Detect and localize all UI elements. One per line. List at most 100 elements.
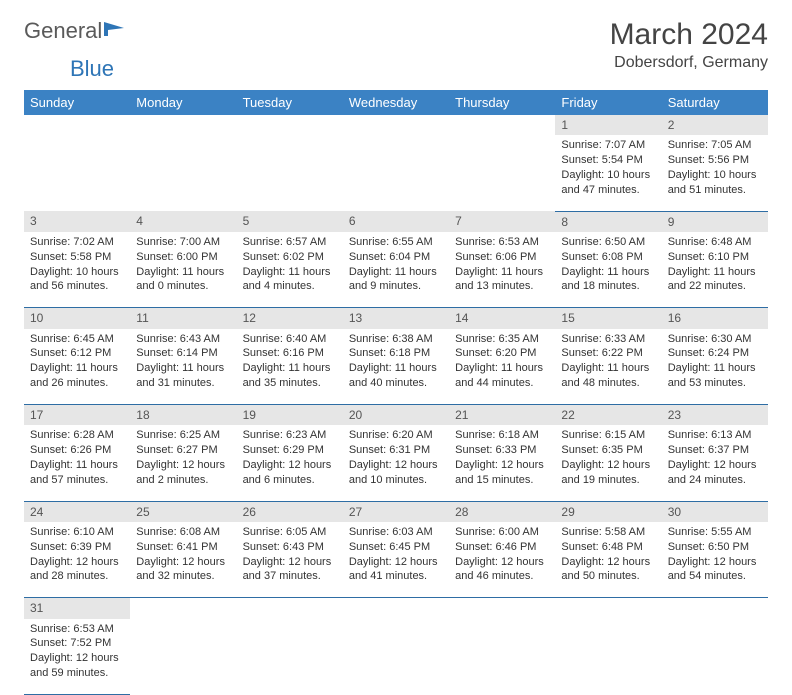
sunrise-text: Sunrise: 5:55 AM: [668, 525, 762, 540]
sunrise-text: Sunrise: 6:38 AM: [349, 332, 443, 347]
sunrise-text: Sunrise: 6:35 AM: [455, 332, 549, 347]
day-number-cell: 25: [130, 501, 236, 522]
sunrise-text: Sunrise: 5:58 AM: [561, 525, 655, 540]
daylight-text: and 40 minutes.: [349, 376, 443, 391]
sunset-text: Sunset: 6:14 PM: [136, 346, 230, 361]
calendar-day-cell: Sunrise: 6:08 AMSunset: 6:41 PMDaylight:…: [130, 522, 236, 598]
sunrise-text: Sunrise: 6:15 AM: [561, 428, 655, 443]
sunrise-text: Sunrise: 6:57 AM: [243, 235, 337, 250]
daylight-text: and 6 minutes.: [243, 473, 337, 488]
calendar-day-cell: Sunrise: 6:30 AMSunset: 6:24 PMDaylight:…: [662, 329, 768, 405]
sunset-text: Sunset: 6:27 PM: [136, 443, 230, 458]
calendar-day-cell: [343, 619, 449, 695]
day-number-cell: 13: [343, 308, 449, 329]
sunset-text: Sunset: 6:26 PM: [30, 443, 124, 458]
calendar-day-cell: Sunrise: 6:53 AMSunset: 7:52 PMDaylight:…: [24, 619, 130, 695]
sunrise-text: Sunrise: 6:08 AM: [136, 525, 230, 540]
weekday-header: Tuesday: [237, 90, 343, 115]
day-number-cell: 5: [237, 211, 343, 232]
daylight-text: and 2 minutes.: [136, 473, 230, 488]
calendar-week-row: Sunrise: 6:45 AMSunset: 6:12 PMDaylight:…: [24, 329, 768, 405]
sunrise-text: Sunrise: 6:48 AM: [668, 235, 762, 250]
sunset-text: Sunset: 6:24 PM: [668, 346, 762, 361]
weekday-header: Monday: [130, 90, 236, 115]
sunset-text: Sunset: 7:52 PM: [30, 636, 124, 651]
day-number-cell: 9: [662, 211, 768, 232]
day-number-cell: [662, 598, 768, 619]
day-number-row: 3456789: [24, 211, 768, 232]
calendar-day-cell: [24, 135, 130, 211]
sunset-text: Sunset: 6:35 PM: [561, 443, 655, 458]
calendar-day-cell: Sunrise: 7:02 AMSunset: 5:58 PMDaylight:…: [24, 232, 130, 308]
calendar-day-cell: Sunrise: 5:58 AMSunset: 6:48 PMDaylight:…: [555, 522, 661, 598]
sunrise-text: Sunrise: 6:55 AM: [349, 235, 443, 250]
day-number-cell: [449, 598, 555, 619]
daylight-text: Daylight: 11 hours: [136, 361, 230, 376]
daylight-text: and 0 minutes.: [136, 279, 230, 294]
calendar-day-cell: [449, 135, 555, 211]
daylight-text: and 56 minutes.: [30, 279, 124, 294]
daylight-text: Daylight: 11 hours: [349, 361, 443, 376]
calendar-day-cell: Sunrise: 6:23 AMSunset: 6:29 PMDaylight:…: [237, 425, 343, 501]
daylight-text: Daylight: 11 hours: [30, 361, 124, 376]
daylight-text: Daylight: 11 hours: [561, 361, 655, 376]
title-block: March 2024 Dobersdorf, Germany: [610, 18, 768, 72]
daylight-text: Daylight: 12 hours: [561, 458, 655, 473]
calendar-week-row: Sunrise: 6:28 AMSunset: 6:26 PMDaylight:…: [24, 425, 768, 501]
sunset-text: Sunset: 6:10 PM: [668, 250, 762, 265]
calendar-day-cell: Sunrise: 6:40 AMSunset: 6:16 PMDaylight:…: [237, 329, 343, 405]
day-number-cell: 16: [662, 308, 768, 329]
brand-logo: General: [24, 18, 127, 44]
day-number-cell: 15: [555, 308, 661, 329]
weekday-header: Wednesday: [343, 90, 449, 115]
sunrise-text: Sunrise: 6:30 AM: [668, 332, 762, 347]
sunset-text: Sunset: 6:43 PM: [243, 540, 337, 555]
calendar-day-cell: Sunrise: 6:00 AMSunset: 6:46 PMDaylight:…: [449, 522, 555, 598]
day-number-row: 31: [24, 598, 768, 619]
day-number-cell: 18: [130, 405, 236, 426]
sunset-text: Sunset: 6:37 PM: [668, 443, 762, 458]
brand-part2: Blue: [70, 56, 114, 81]
calendar-day-cell: [130, 135, 236, 211]
daylight-text: and 24 minutes.: [668, 473, 762, 488]
sunrise-text: Sunrise: 7:05 AM: [668, 138, 762, 153]
calendar-day-cell: [237, 135, 343, 211]
sunrise-text: Sunrise: 6:53 AM: [30, 622, 124, 637]
calendar-day-cell: [555, 619, 661, 695]
day-number-cell: 19: [237, 405, 343, 426]
sunset-text: Sunset: 6:12 PM: [30, 346, 124, 361]
sunset-text: Sunset: 6:20 PM: [455, 346, 549, 361]
calendar-day-cell: Sunrise: 6:33 AMSunset: 6:22 PMDaylight:…: [555, 329, 661, 405]
day-number-cell: 23: [662, 405, 768, 426]
daylight-text: Daylight: 10 hours: [668, 168, 762, 183]
calendar-day-cell: [662, 619, 768, 695]
day-number-cell: [237, 115, 343, 135]
daylight-text: and 18 minutes.: [561, 279, 655, 294]
daylight-text: Daylight: 11 hours: [668, 265, 762, 280]
sunset-text: Sunset: 5:58 PM: [30, 250, 124, 265]
day-number-cell: 24: [24, 501, 130, 522]
daylight-text: and 13 minutes.: [455, 279, 549, 294]
sunrise-text: Sunrise: 6:43 AM: [136, 332, 230, 347]
daylight-text: Daylight: 11 hours: [561, 265, 655, 280]
sunset-text: Sunset: 6:16 PM: [243, 346, 337, 361]
calendar-day-cell: Sunrise: 6:45 AMSunset: 6:12 PMDaylight:…: [24, 329, 130, 405]
calendar-day-cell: Sunrise: 6:20 AMSunset: 6:31 PMDaylight:…: [343, 425, 449, 501]
sunset-text: Sunset: 6:08 PM: [561, 250, 655, 265]
weekday-header: Friday: [555, 90, 661, 115]
brand-part1: General: [24, 18, 102, 44]
day-number-cell: [130, 598, 236, 619]
day-number-cell: [130, 115, 236, 135]
sunset-text: Sunset: 6:39 PM: [30, 540, 124, 555]
sunset-text: Sunset: 6:04 PM: [349, 250, 443, 265]
sunset-text: Sunset: 6:45 PM: [349, 540, 443, 555]
sunrise-text: Sunrise: 6:10 AM: [30, 525, 124, 540]
daylight-text: Daylight: 11 hours: [668, 361, 762, 376]
calendar-day-cell: Sunrise: 6:18 AMSunset: 6:33 PMDaylight:…: [449, 425, 555, 501]
sunrise-text: Sunrise: 6:05 AM: [243, 525, 337, 540]
day-number-cell: [449, 115, 555, 135]
calendar-day-cell: [449, 619, 555, 695]
calendar-day-cell: Sunrise: 6:10 AMSunset: 6:39 PMDaylight:…: [24, 522, 130, 598]
daylight-text: Daylight: 12 hours: [455, 555, 549, 570]
sunset-text: Sunset: 5:54 PM: [561, 153, 655, 168]
